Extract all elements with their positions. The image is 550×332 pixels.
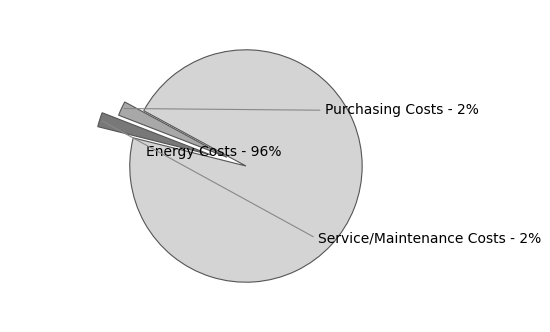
Text: Purchasing Costs - 2%: Purchasing Costs - 2%: [325, 103, 479, 117]
Wedge shape: [98, 113, 211, 155]
Wedge shape: [130, 50, 362, 282]
Wedge shape: [119, 102, 227, 157]
Text: Service/Maintenance Costs - 2%: Service/Maintenance Costs - 2%: [318, 231, 541, 245]
Text: Energy Costs - 96%: Energy Costs - 96%: [146, 145, 281, 159]
